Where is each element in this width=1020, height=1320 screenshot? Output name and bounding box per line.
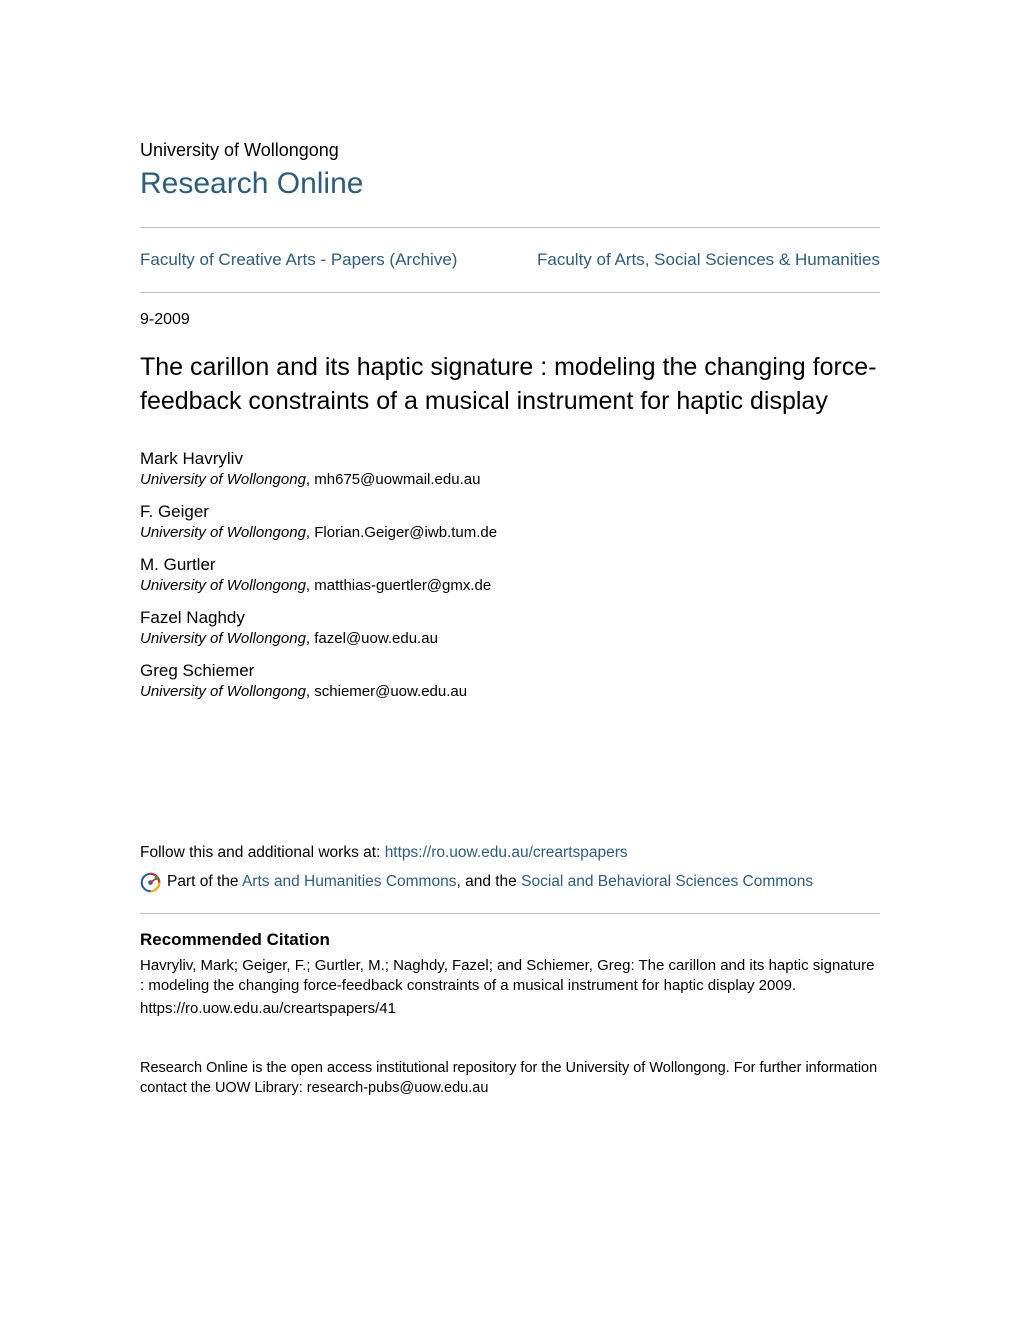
partof-sep: , and the [456,873,521,890]
divider-bottom [140,292,880,293]
author-email-text: schiemer@uow.edu.au [314,683,467,700]
author-name: Greg Schiemer [140,661,880,681]
author-affil-text: University of Wollongong [140,630,306,647]
author-block: Fazel Naghdy University of Wollongong, f… [140,608,880,647]
author-block: Mark Havryliv University of Wollongong, … [140,449,880,488]
citation-heading: Recommended Citation [140,930,880,950]
follow-line: Follow this and additional works at: htt… [140,844,880,862]
follow-prefix: Follow this and additional works at: [140,844,385,861]
author-block: F. Geiger University of Wollongong, Flor… [140,502,880,541]
follow-url[interactable]: https://ro.uow.edu.au/creartspapers [385,844,628,861]
author-email: , [306,630,314,647]
author-affiliation: University of Wollongong, fazel@uow.edu.… [140,630,880,647]
author-email-text: Florian.Geiger@iwb.tum.de [314,524,497,541]
author-name: Fazel Naghdy [140,608,880,628]
author-email: , [306,471,314,488]
author-name: M. Gurtler [140,555,880,575]
author-email: , [306,683,314,700]
institution-name: University of Wollongong [140,140,880,161]
collection-link-right[interactable]: Faculty of Arts, Social Sciences & Human… [537,250,880,270]
author-affiliation: University of Wollongong, matthias-guert… [140,577,880,594]
footer-note: Research Online is the open access insti… [140,1059,880,1098]
citation-url: https://ro.uow.edu.au/creartspapers/41 [140,999,880,1019]
divider-citation [140,913,880,914]
partof-text: Part of the Arts and Humanities Commons,… [167,873,813,891]
part-of-row: Part of the Arts and Humanities Commons,… [140,872,880,893]
page-root: University of Wollongong Research Online… [0,0,1020,1320]
author-email: , [306,577,314,594]
commons-link-1[interactable]: Arts and Humanities Commons [242,873,457,890]
article-title: The carillon and its haptic signature : … [140,351,880,419]
publication-date: 9-2009 [140,311,880,329]
breadcrumb-row: Faculty of Creative Arts - Papers (Archi… [140,228,880,292]
author-email-text: mh675@uowmail.edu.au [314,471,480,488]
commons-link-2[interactable]: Social and Behavioral Sciences Commons [521,873,813,890]
author-affiliation: University of Wollongong, Florian.Geiger… [140,524,880,541]
citation-text: Havryliv, Mark; Geiger, F.; Gurtler, M.;… [140,956,880,997]
author-affil-text: University of Wollongong [140,471,306,488]
repository-title[interactable]: Research Online [140,167,880,201]
partof-prefix: Part of the [167,873,242,890]
spacer [140,714,880,844]
author-affiliation: University of Wollongong, schiemer@uow.e… [140,683,880,700]
author-affil-text: University of Wollongong [140,577,306,594]
author-email: , [306,524,314,541]
author-block: M. Gurtler University of Wollongong, mat… [140,555,880,594]
author-name: Mark Havryliv [140,449,880,469]
author-name: F. Geiger [140,502,880,522]
author-email-text: matthias-guertler@gmx.de [314,577,491,594]
collection-link-left[interactable]: Faculty of Creative Arts - Papers (Archi… [140,250,457,270]
author-block: Greg Schiemer University of Wollongong, … [140,661,880,700]
author-affil-text: University of Wollongong [140,683,306,700]
author-affil-text: University of Wollongong [140,524,306,541]
author-affiliation: University of Wollongong, mh675@uowmail.… [140,471,880,488]
author-email-text: fazel@uow.edu.au [314,630,438,647]
network-icon [140,872,161,893]
